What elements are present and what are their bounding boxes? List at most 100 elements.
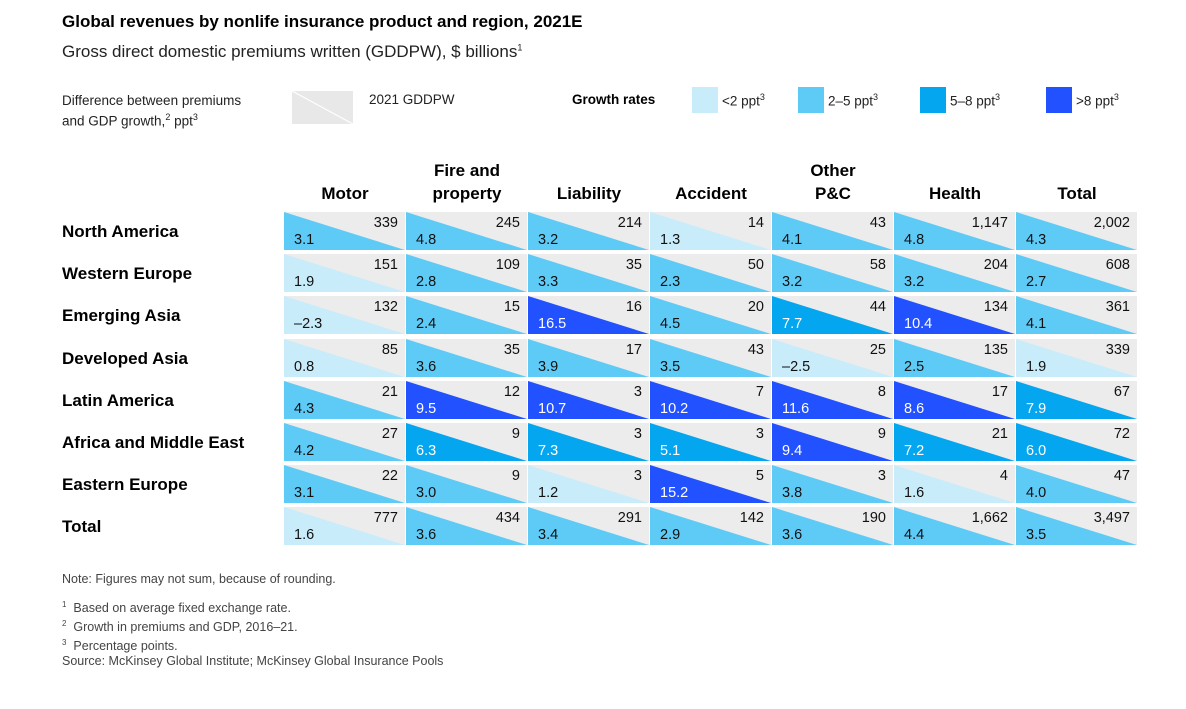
heatmap-cell: 3 1.2 bbox=[528, 465, 649, 504]
legend-growth-label: <2 ppt3 bbox=[722, 92, 765, 109]
premium-value: 1,147 bbox=[971, 215, 1008, 231]
growth-triangle bbox=[406, 465, 527, 504]
growth-triangle bbox=[528, 338, 649, 377]
cell-graphic bbox=[528, 254, 649, 293]
cell-graphic bbox=[772, 338, 893, 377]
cell-graphic bbox=[650, 296, 771, 335]
growth-triangle bbox=[1016, 296, 1137, 335]
premium-value: 16 bbox=[625, 299, 642, 316]
cell-graphic bbox=[650, 254, 771, 293]
growth-value: 3.5 bbox=[660, 358, 681, 375]
footnote-1: 1 Based on average fixed exchange rate. bbox=[62, 597, 443, 616]
premium-value: 9 bbox=[877, 426, 886, 442]
heatmap-cell: 3 7.3 bbox=[528, 423, 649, 461]
heatmap-cell: 47 4.0 bbox=[1016, 465, 1137, 504]
column-header: Motor bbox=[321, 184, 369, 203]
growth-triangle bbox=[894, 465, 1015, 504]
cell-graphic bbox=[772, 465, 893, 504]
row-label: Latin America bbox=[62, 390, 174, 410]
row-label: Western Europe bbox=[62, 264, 193, 284]
cell-graphic bbox=[650, 380, 771, 419]
premium-value: 27 bbox=[381, 426, 398, 442]
growth-triangle bbox=[528, 507, 649, 546]
growth-triangle bbox=[650, 423, 771, 461]
heatmap-cell: 204 3.2 bbox=[894, 254, 1015, 293]
growth-triangle bbox=[650, 380, 771, 419]
growth-triangle bbox=[772, 465, 893, 504]
heatmap-cell: 151 1.9 bbox=[284, 254, 405, 293]
heatmap-cell: 3 3.8 bbox=[772, 465, 893, 504]
legend-example-swatch bbox=[291, 90, 354, 125]
growth-triangle bbox=[1016, 254, 1137, 293]
growth-value: 3.3 bbox=[538, 274, 559, 291]
legend-growth-label-sup: 3 bbox=[1113, 92, 1119, 102]
growth-triangle bbox=[772, 254, 893, 293]
premium-value: 608 bbox=[1105, 257, 1130, 274]
growth-value: 4.1 bbox=[782, 232, 803, 248]
heatmap-cell: 21 7.2 bbox=[894, 423, 1015, 461]
legend-growth-label-sup: 3 bbox=[759, 92, 765, 102]
growth-value: 0.8 bbox=[294, 358, 315, 375]
premium-value: 35 bbox=[503, 341, 520, 358]
premium-value: 135 bbox=[983, 341, 1008, 358]
heatmap-cell: 27 4.2 bbox=[284, 423, 405, 461]
premium-value: 245 bbox=[495, 215, 520, 231]
heatmap-cell: 44 7.7 bbox=[772, 296, 893, 335]
cell-graphic bbox=[894, 338, 1015, 377]
cell-graphic bbox=[284, 338, 405, 377]
growth-value: 3.6 bbox=[416, 527, 437, 544]
notes-block: Note: Figures may not sum, because of ro… bbox=[62, 572, 443, 669]
growth-triangle bbox=[650, 338, 771, 377]
cell-graphic bbox=[528, 338, 649, 377]
cell-graphic bbox=[772, 507, 893, 546]
growth-value: 7.3 bbox=[538, 443, 559, 459]
heatmap-cell: 3 10.7 bbox=[528, 380, 649, 419]
legend-example-swatch-graphic bbox=[291, 90, 354, 125]
growth-value: 3.2 bbox=[782, 274, 803, 291]
growth-triangle bbox=[772, 380, 893, 419]
heatmap-cell: 7 10.2 bbox=[650, 380, 771, 419]
growth-value: 2.7 bbox=[1026, 274, 1047, 291]
growth-triangle bbox=[284, 254, 405, 293]
cell-graphic bbox=[284, 507, 405, 546]
footnotes: 1 Based on average fixed exchange rate. … bbox=[62, 597, 443, 654]
heatmap-cell: 43 3.5 bbox=[650, 338, 771, 377]
cell-graphic bbox=[894, 254, 1015, 293]
growth-triangle bbox=[406, 423, 527, 461]
column-header: Liability bbox=[556, 184, 622, 203]
column-header: Health bbox=[929, 184, 981, 203]
cell-graphic bbox=[894, 212, 1015, 250]
premium-value: 134 bbox=[983, 299, 1008, 316]
cell-graphic bbox=[406, 254, 527, 293]
heatmap-cell: 109 2.8 bbox=[406, 254, 527, 293]
growth-value: 15.2 bbox=[660, 485, 689, 502]
cell-graphic bbox=[528, 507, 649, 546]
heatmap-cell: 1,147 4.8 bbox=[894, 212, 1015, 250]
cell-graphic bbox=[284, 212, 405, 250]
premium-value: 2,002 bbox=[1093, 215, 1130, 231]
growth-value: 2.8 bbox=[416, 274, 437, 291]
chart-title: Global revenues by nonlife insurance pro… bbox=[62, 12, 583, 31]
growth-triangle bbox=[650, 212, 771, 250]
footnote-2: 2 Growth in premiums and GDP, 2016–21. bbox=[62, 616, 443, 635]
premium-value: 1,662 bbox=[971, 510, 1008, 527]
legend-example-swatch-diagonal bbox=[291, 90, 354, 125]
growth-value: 6.3 bbox=[416, 443, 437, 459]
heatmap-cell: 35 3.6 bbox=[406, 338, 527, 377]
cell-graphic bbox=[772, 254, 893, 293]
premium-value: 339 bbox=[373, 215, 398, 231]
premium-value: 21 bbox=[991, 426, 1008, 442]
footnote-1-marker: 1 bbox=[62, 600, 67, 609]
growth-triangle bbox=[650, 507, 771, 546]
legend-difference-note: Difference between premiums and GDP grow… bbox=[62, 92, 241, 130]
legend-color-swatch bbox=[1046, 87, 1072, 113]
cell-graphic bbox=[284, 465, 405, 504]
heatmap-cell: 132 –2.3 bbox=[284, 296, 405, 335]
heatmap-cell: 434 3.6 bbox=[406, 507, 527, 546]
growth-triangle bbox=[284, 507, 405, 546]
premium-value: 204 bbox=[983, 257, 1008, 274]
legend-color-swatch bbox=[798, 87, 824, 113]
growth-triangle bbox=[772, 212, 893, 250]
heatmap-cell: 21 4.3 bbox=[284, 380, 405, 419]
legend-growth-title: Growth rates bbox=[572, 92, 656, 107]
